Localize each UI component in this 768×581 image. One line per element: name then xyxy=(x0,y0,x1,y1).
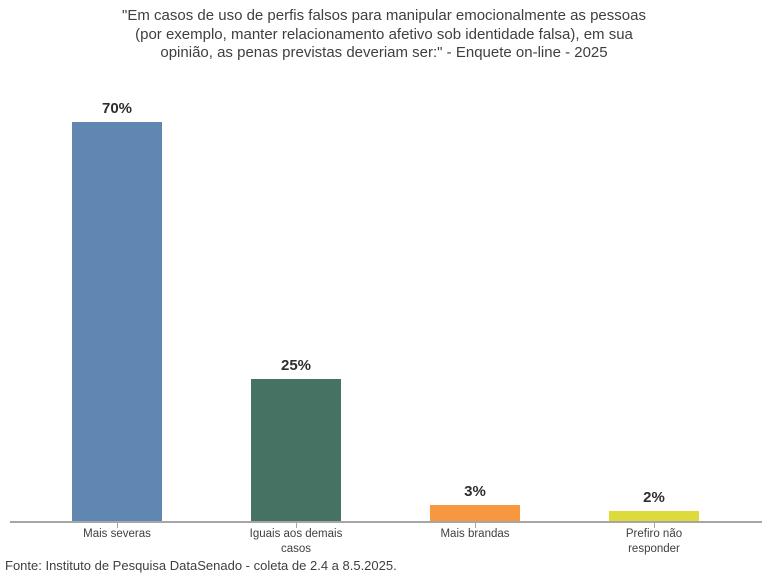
bar-mais-severas xyxy=(72,122,162,522)
bar-value-label-iguais-aos-demais-casos: 25% xyxy=(280,357,312,375)
bar-value-label-prefiro-nao-responder: 2% xyxy=(643,488,665,506)
bar-group-mais-brandas: 3% xyxy=(410,483,540,522)
x-axis-tick xyxy=(475,523,476,528)
x-axis-label-iguais-aos-demais-casos: Iguais aos demais casos xyxy=(249,528,343,555)
bar-value-label-mais-severas: 70% xyxy=(101,100,133,117)
bar-iguais-aos-demais-casos xyxy=(251,379,341,522)
chart-title: "Em casos de uso de perfis falsos para m… xyxy=(0,7,768,63)
chart-title-line-3: opinião, as penas previstas deveriam ser… xyxy=(160,44,608,61)
bar-group-prefiro-nao-responder: 2% xyxy=(589,489,719,522)
bar-prefiro-nao-responder xyxy=(609,510,699,522)
x-axis-label-mais-brandas: Mais brandas xyxy=(440,528,510,540)
chart-title-line-1: "Em casos de uso de perfis falsos para m… xyxy=(122,7,646,24)
x-axis-label-mais-severas: Mais severas xyxy=(83,528,151,540)
bar-group-iguais-aos-demais-casos: 25% xyxy=(231,357,361,522)
bar-value-label-mais-brandas: 3% xyxy=(464,482,486,500)
bar-mais-brandas xyxy=(430,504,520,522)
x-axis-tick xyxy=(654,523,655,528)
bar-group-mais-severas: 70% xyxy=(52,100,182,522)
x-axis-line xyxy=(10,521,762,523)
x-axis-tick xyxy=(117,523,118,528)
source-note: Fonte: Instituto de Pesquisa DataSenado … xyxy=(5,558,397,573)
x-axis-tick xyxy=(296,523,297,528)
chart-title-line-2: (por exemplo, manter relacionamento afet… xyxy=(135,25,633,43)
x-axis-label-prefiro-nao-responder: Prefiro não responder xyxy=(625,528,683,555)
